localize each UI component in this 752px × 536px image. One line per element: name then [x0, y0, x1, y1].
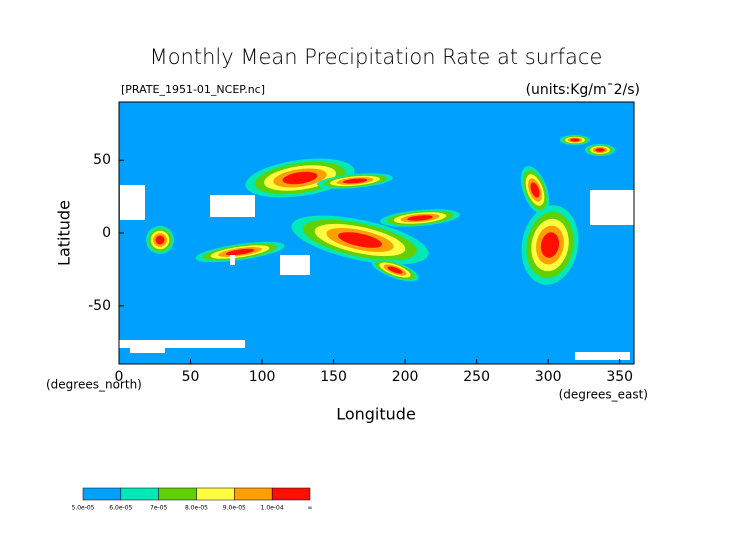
y-label: Latitude: [55, 200, 74, 266]
missing-data: [280, 255, 310, 275]
subtitle: [PRATE_1951-01_NCEP.nc]: [121, 83, 265, 96]
missing-data: [210, 195, 255, 217]
colorbar-label: 9.0e-05: [223, 505, 246, 512]
missing-data: [590, 190, 634, 225]
missing-data: [130, 345, 165, 353]
contour-blob: [570, 138, 580, 142]
contour-blob: [225, 248, 255, 256]
missing-data: [575, 352, 630, 360]
x-tick-label: 200: [392, 369, 419, 385]
x-tick-label: 250: [463, 369, 490, 385]
colorbar-segment: [120, 487, 159, 501]
contour-blob: [338, 232, 382, 248]
x-tick-label: 150: [320, 369, 347, 385]
colorbar-label: 8.0e-05: [185, 505, 208, 512]
x-tick-label: 0: [115, 369, 124, 385]
colorbar-segment: [234, 487, 273, 501]
colorbar-label: 6.0e-05: [109, 505, 132, 512]
x-tick-label: 50: [182, 369, 200, 385]
contour-blob: [595, 148, 605, 152]
colorbar-segment: [196, 487, 235, 501]
contour-blob: [282, 171, 318, 185]
colorbar-label: 7e-05: [150, 505, 167, 512]
x-label: Longitude: [336, 405, 416, 424]
colorbar-segment: [82, 487, 122, 501]
missing-data: [230, 255, 235, 265]
colorbar-segment: [271, 487, 311, 501]
contour-blob: [342, 178, 368, 184]
contour-blob: [540, 232, 560, 258]
colorbar-label: 1.0e-04: [261, 505, 284, 512]
y-tick-label: 50: [93, 152, 111, 168]
contour-blob: [407, 215, 433, 221]
colorbar-label: ∞: [308, 505, 313, 512]
colorbar-segment: [158, 487, 197, 501]
missing-data: [120, 185, 145, 220]
x-unit: (degrees_east): [559, 388, 648, 402]
contour-blob: [530, 182, 540, 198]
precip-field: [119, 102, 634, 364]
y-tick-label: 0: [102, 225, 111, 241]
x-tick-label: 100: [249, 369, 276, 385]
title: Monthly Mean Precipitation Rate at surfa…: [150, 45, 603, 69]
y-unit: (degrees_north): [46, 378, 142, 392]
contour-blob: [387, 266, 403, 274]
y-tick-label: -50: [88, 298, 111, 314]
units: (units:Kg/m¯2/s): [526, 82, 640, 98]
x-tick-label: 350: [606, 369, 633, 385]
contour-blob: [155, 235, 165, 245]
missing-data: [119, 340, 245, 348]
colorbar-label: 5.0e-05: [71, 505, 94, 512]
x-tick-label: 300: [535, 369, 562, 385]
missing-data: [195, 340, 220, 346]
